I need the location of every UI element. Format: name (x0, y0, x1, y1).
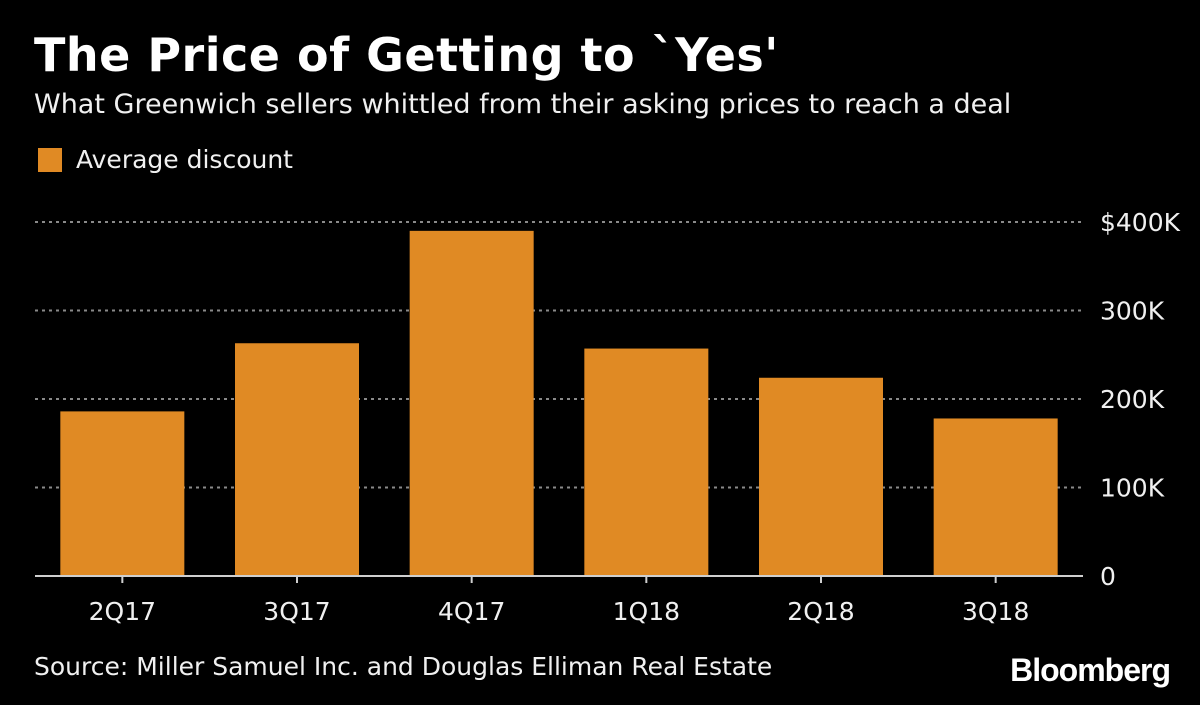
legend-label: Average discount (76, 145, 293, 174)
y-tick-label: $400K (1100, 208, 1181, 237)
bar-3q18 (933, 418, 1058, 576)
x-tick-label: 1Q18 (613, 597, 680, 626)
chart-subtitle: What Greenwich sellers whittled from the… (34, 89, 1012, 120)
bar-4q17 (409, 230, 534, 576)
y-tick-label: 300K (1100, 297, 1165, 326)
y-tick-label: 200K (1100, 385, 1165, 414)
x-tick-label: 2Q18 (787, 597, 854, 626)
x-tick-label: 2Q17 (89, 597, 156, 626)
y-tick-label: 0 (1100, 562, 1116, 591)
bloomberg-logo: Bloomberg (1010, 652, 1171, 688)
legend-swatch (38, 147, 62, 172)
y-tick-label: 100K (1100, 474, 1165, 503)
bar-3q17 (235, 343, 359, 576)
chart-title: The Price of Getting to `Yes' (34, 28, 779, 82)
x-tick-label: 3Q17 (263, 597, 330, 626)
x-tick-label: 4Q17 (438, 597, 505, 626)
source-note: Source: Miller Samuel Inc. and Douglas E… (34, 652, 773, 681)
bar-1q18 (584, 348, 709, 576)
legend: Average discount (38, 145, 293, 174)
bar-2q17 (60, 411, 185, 576)
x-tick-label: 3Q18 (962, 597, 1029, 626)
bar-2q18 (759, 377, 883, 576)
